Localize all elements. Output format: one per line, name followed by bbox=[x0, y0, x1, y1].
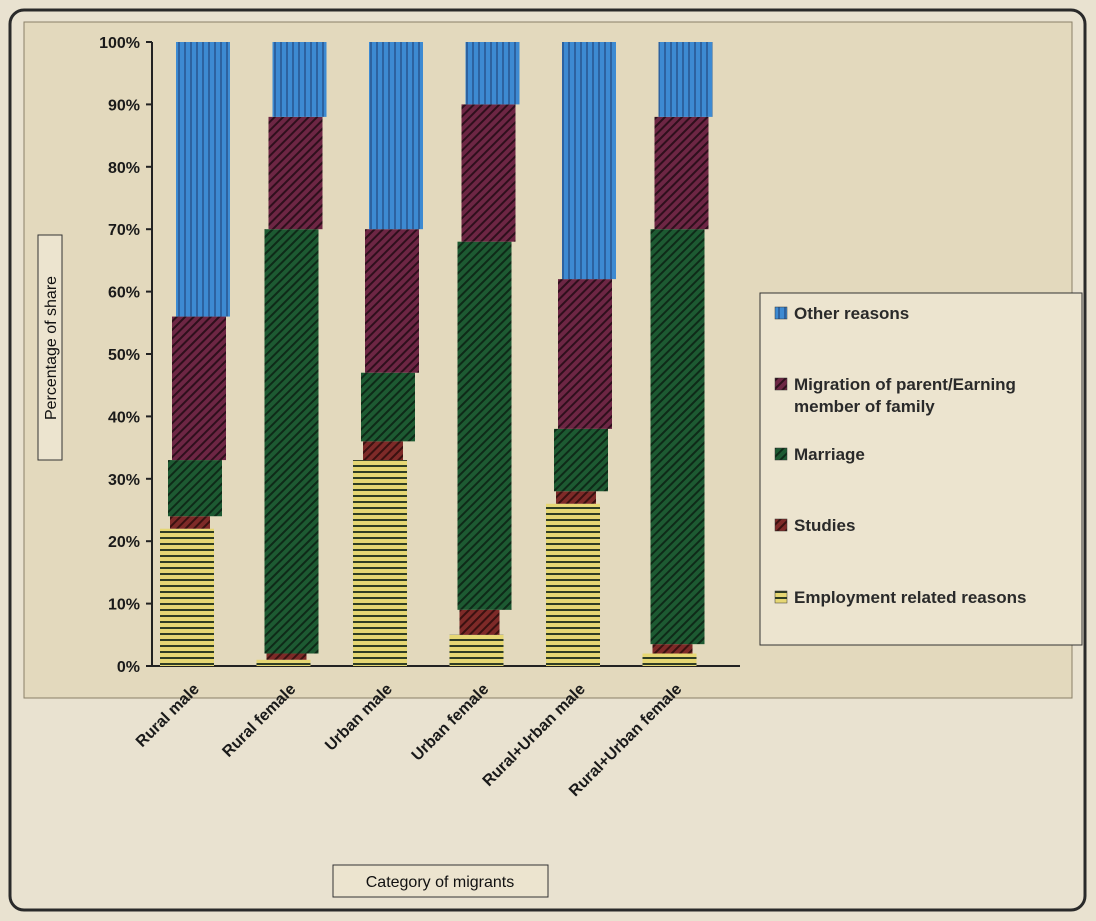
legend-label: member of family bbox=[794, 397, 935, 416]
y-tick-label: 0% bbox=[117, 659, 140, 676]
bar-segment bbox=[652, 644, 693, 654]
legend-label: Employment related reasons bbox=[794, 588, 1026, 607]
bar-segment bbox=[465, 42, 520, 105]
y-tick-label: 70% bbox=[108, 222, 140, 239]
y-tick-label: 20% bbox=[108, 534, 140, 551]
bar-segment bbox=[546, 503, 600, 666]
legend-label: Other reasons bbox=[794, 304, 909, 323]
bar-segment bbox=[457, 241, 512, 610]
outer-frame bbox=[8, 8, 1087, 912]
y-tick-label: 10% bbox=[108, 597, 140, 614]
bar-segment bbox=[168, 460, 222, 517]
x-axis-categories: Rural male Rural female Urban male Urban fe… bbox=[133, 681, 685, 800]
y-tick-label: 30% bbox=[108, 472, 140, 489]
legend-swatch bbox=[774, 377, 788, 391]
bar-segment bbox=[365, 229, 419, 373]
bar-segment bbox=[658, 42, 713, 117]
bar-segment bbox=[654, 116, 709, 230]
bar-segment bbox=[353, 460, 407, 666]
bar-segment bbox=[554, 428, 608, 492]
bar-segment bbox=[266, 653, 307, 660]
legend-swatch bbox=[774, 590, 788, 604]
y-tick-label: 50% bbox=[108, 347, 140, 364]
legend-label: Marriage bbox=[794, 445, 865, 464]
bar-segment bbox=[176, 42, 230, 317]
y-tick-label: 90% bbox=[108, 97, 140, 114]
legend-swatch bbox=[774, 447, 788, 461]
bars bbox=[160, 42, 713, 666]
bar-segment bbox=[361, 372, 415, 442]
bar-segment bbox=[170, 516, 210, 529]
legend-label: Studies bbox=[794, 516, 855, 535]
bar-segment bbox=[449, 634, 504, 666]
bar-segment bbox=[642, 653, 697, 666]
legend-swatch bbox=[774, 306, 788, 320]
bar-segment bbox=[268, 116, 323, 230]
bar-segment bbox=[160, 528, 214, 666]
legend-label: Migration of parent/Earning bbox=[794, 375, 1016, 394]
x-axis-title: Category of migrants bbox=[366, 874, 515, 891]
bar-segment bbox=[461, 104, 516, 242]
x-category-label: Rural+Urban female bbox=[566, 681, 685, 800]
bar-segment bbox=[558, 279, 612, 429]
y-tick-label: 80% bbox=[108, 160, 140, 177]
bar-segment bbox=[369, 42, 423, 230]
bar-segment bbox=[172, 316, 226, 461]
bar-segment bbox=[459, 609, 500, 635]
y-axis-title: Percentage of share bbox=[43, 276, 60, 420]
y-axis-title-box bbox=[37, 234, 63, 461]
bar-segment bbox=[272, 42, 327, 117]
bar-segment bbox=[363, 441, 403, 461]
x-axis-title-box bbox=[332, 864, 549, 898]
y-tick-label: 100% bbox=[99, 35, 140, 52]
legend-box bbox=[759, 292, 1083, 646]
bar-segment bbox=[556, 491, 596, 504]
legend: Other reasons Migration of parent/Earning… bbox=[774, 304, 1026, 607]
bar-segment bbox=[264, 229, 319, 654]
y-axis-ticks: 0% 10% 20% 30% 40% 50% 60% 70% 80% 90% 100% bbox=[99, 35, 152, 676]
bar-segment bbox=[256, 659, 311, 666]
y-tick-label: 60% bbox=[108, 285, 140, 302]
bar-segment bbox=[650, 229, 705, 645]
legend-swatch bbox=[774, 518, 788, 532]
bar-segment bbox=[562, 42, 616, 280]
y-tick-label: 40% bbox=[108, 409, 140, 426]
